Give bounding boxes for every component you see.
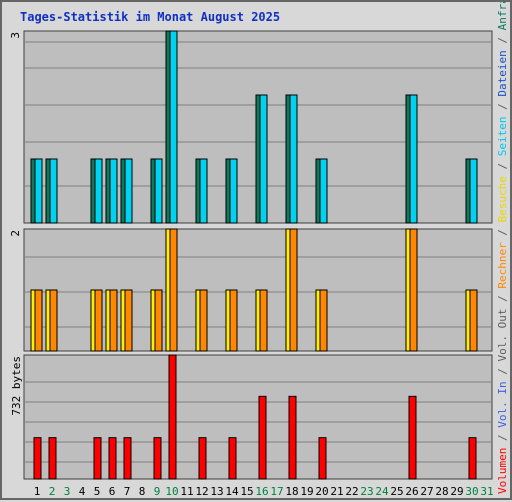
bar-volumen-day-7 bbox=[123, 437, 132, 480]
x-tick-label-day-1: 1 bbox=[34, 485, 41, 498]
legend-segment: Dateien bbox=[496, 50, 509, 96]
y-max-label-top: 3 bbox=[9, 32, 22, 39]
bar-volumen-day-2 bbox=[48, 437, 57, 480]
bar-rechner-day-14 bbox=[229, 289, 238, 352]
x-tick-label-day-27: 27 bbox=[420, 485, 433, 498]
bar-volumen-day-12 bbox=[198, 437, 207, 480]
x-tick-label-day-31: 31 bbox=[480, 485, 493, 498]
legend-segment: Anfragen bbox=[496, 2, 509, 30]
x-tick-label-day-22: 22 bbox=[345, 485, 358, 498]
bar-volumen-day-5 bbox=[93, 437, 102, 480]
bar-volumen-day-20 bbox=[318, 437, 327, 480]
legend-segment: / bbox=[496, 97, 509, 117]
legend-segment: / bbox=[496, 362, 509, 382]
legend-segment: / bbox=[496, 30, 509, 50]
y-max-label-middle: 2 bbox=[9, 230, 22, 237]
bar-dateien-day-12 bbox=[199, 158, 208, 224]
chart-title: Tages-Statistik im Monat August 2025 bbox=[20, 10, 281, 24]
bar-rechner-day-1 bbox=[34, 289, 43, 352]
x-tick-label-day-30: 30 bbox=[465, 485, 478, 498]
x-tick-label-day-3: 3 bbox=[64, 485, 71, 498]
bar-dateien-day-7 bbox=[124, 158, 133, 224]
legend-segment: / bbox=[496, 428, 509, 448]
legend-segment: / bbox=[496, 222, 509, 242]
bar-dateien-day-16 bbox=[259, 94, 268, 224]
x-tick-label-day-24: 24 bbox=[375, 485, 389, 498]
y-max-label-bottom: 732 bytes bbox=[10, 356, 23, 416]
bar-rechner-day-9 bbox=[154, 289, 163, 352]
bar-rechner-day-6 bbox=[109, 289, 118, 352]
bar-dateien-day-26 bbox=[409, 94, 418, 224]
legend-segment: Vol. In bbox=[496, 381, 509, 427]
x-tick-label-day-4: 4 bbox=[79, 485, 86, 498]
x-tick-label-day-6: 6 bbox=[109, 485, 116, 498]
bar-dateien-day-18 bbox=[289, 94, 298, 224]
x-tick-label-day-13: 13 bbox=[210, 485, 223, 498]
bar-dateien-day-10 bbox=[169, 30, 178, 224]
bar-dateien-day-9 bbox=[154, 158, 163, 224]
bar-rechner-day-7 bbox=[124, 289, 133, 352]
bar-dateien-day-30 bbox=[469, 158, 478, 224]
bar-volumen-day-30 bbox=[468, 437, 477, 480]
bar-rechner-day-26 bbox=[409, 228, 418, 352]
bar-rechner-day-20 bbox=[319, 289, 328, 352]
legend-segment: / bbox=[496, 156, 509, 176]
x-tick-label-day-10: 10 bbox=[165, 485, 178, 498]
x-tick-label-day-26: 26 bbox=[405, 485, 418, 498]
x-tick-label-day-16: 16 bbox=[255, 485, 268, 498]
legend-segment: Volumen bbox=[496, 448, 509, 494]
x-tick-label-day-5: 5 bbox=[94, 485, 101, 498]
legend-segment: / bbox=[496, 289, 509, 309]
legend-segment: Seiten bbox=[496, 116, 509, 156]
bar-dateien-day-1 bbox=[34, 158, 43, 224]
bar-volumen-day-6 bbox=[108, 437, 117, 480]
bar-rechner-day-12 bbox=[199, 289, 208, 352]
bar-volumen-day-9 bbox=[153, 437, 162, 480]
x-tick-label-day-21: 21 bbox=[330, 485, 343, 498]
x-tick-label-day-23: 23 bbox=[360, 485, 373, 498]
x-tick-label-day-18: 18 bbox=[285, 485, 298, 498]
bar-dateien-day-6 bbox=[109, 158, 118, 224]
x-tick-label-day-17: 17 bbox=[270, 485, 283, 498]
x-tick-label-day-7: 7 bbox=[124, 485, 131, 498]
bar-rechner-day-18 bbox=[289, 228, 298, 352]
x-tick-label-day-28: 28 bbox=[435, 485, 448, 498]
bar-rechner-day-2 bbox=[49, 289, 58, 352]
bar-dateien-day-2 bbox=[49, 158, 58, 224]
bar-rechner-day-30 bbox=[469, 289, 478, 352]
x-tick-label-day-19: 19 bbox=[300, 485, 313, 498]
bar-volumen-day-26 bbox=[408, 395, 417, 480]
bar-rechner-day-10 bbox=[169, 228, 178, 352]
bar-volumen-day-10 bbox=[168, 354, 177, 480]
bar-volumen-day-16 bbox=[258, 395, 267, 480]
bar-volumen-day-14 bbox=[228, 437, 237, 480]
bar-rechner-day-16 bbox=[259, 289, 268, 352]
bar-volumen-day-18 bbox=[288, 395, 297, 480]
x-tick-label-day-9: 9 bbox=[154, 485, 161, 498]
bar-dateien-day-5 bbox=[94, 158, 103, 224]
x-tick-label-day-12: 12 bbox=[195, 485, 208, 498]
x-tick-label-day-8: 8 bbox=[139, 485, 146, 498]
side-legend: Volumen / Vol. In / Vol. Out / Rechner /… bbox=[496, 2, 509, 494]
x-tick-label-day-25: 25 bbox=[390, 485, 403, 498]
bar-rechner-day-5 bbox=[94, 289, 103, 352]
x-tick-label-day-15: 15 bbox=[240, 485, 253, 498]
x-tick-label-day-14: 14 bbox=[225, 485, 239, 498]
legend-segment: Rechner bbox=[496, 242, 509, 289]
x-tick-label-day-2: 2 bbox=[49, 485, 56, 498]
x-tick-label-day-11: 11 bbox=[180, 485, 193, 498]
x-tick-label-day-20: 20 bbox=[315, 485, 328, 498]
bar-dateien-day-20 bbox=[319, 158, 328, 224]
bar-dateien-day-14 bbox=[229, 158, 238, 224]
legend-segment: Besuche bbox=[496, 176, 509, 222]
legend-segment: Vol. Out bbox=[496, 309, 509, 362]
x-tick-label-day-29: 29 bbox=[450, 485, 463, 498]
bar-volumen-day-1 bbox=[33, 437, 42, 480]
